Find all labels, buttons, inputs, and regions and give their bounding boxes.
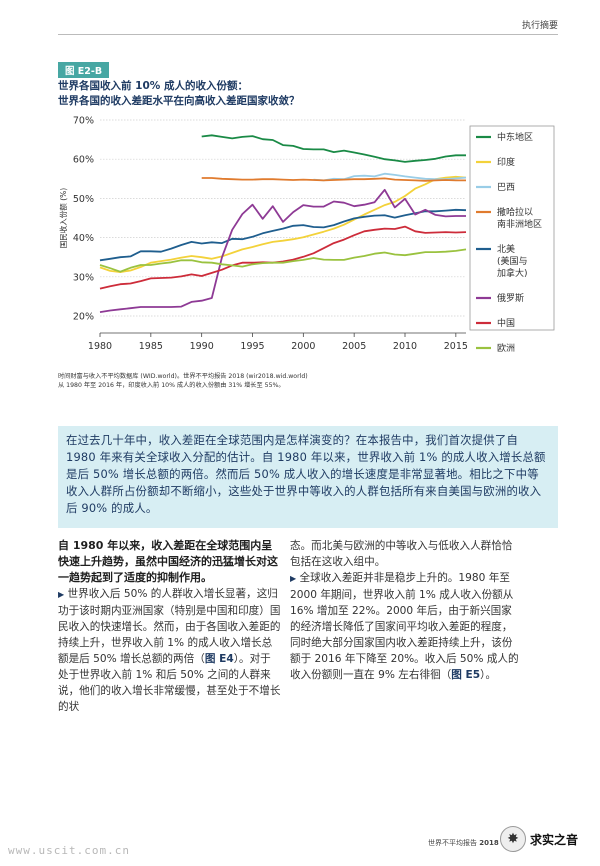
header-rule — [58, 34, 558, 35]
figure-title: 世界各国收入前 10% 成人的收入份额： 世界各国的收入差距水平在向高收入差距国… — [58, 79, 300, 109]
bullet-icon: ▶ — [58, 590, 65, 599]
x-tick-label: 1985 — [139, 341, 163, 352]
x-tick-label: 1990 — [190, 341, 214, 352]
legend-label: 中国 — [497, 317, 515, 329]
source-notes: 时间财富与收入不平均数据库 (WID.world)。世界不平均报告 2018 (… — [58, 372, 308, 390]
legend-label: 欧洲 — [497, 342, 515, 354]
source-line-2: 从 1980 年至 2016 年，印度收入前 10% 成人的收入份额由 31% … — [58, 382, 285, 389]
x-tick-label: 2000 — [291, 341, 315, 352]
body-right-column: 态。而北美与欧洲的中等收入与低收入人群恰恰包括在这收入组中。 ▶ 全球收入差距并… — [290, 538, 520, 683]
highlight-text: 在过去几十年中，收入差距在全球范围内是怎样演变的？在本报告中，我们首次提供了自 … — [66, 433, 546, 515]
y-tick-label: 30% — [73, 272, 94, 283]
footer-label: 世界不平均报告 — [428, 839, 477, 847]
series-line-7 — [99, 248, 467, 273]
legend-label: 撒哈拉以 — [497, 206, 533, 218]
wechat-account-name: 求实之音 — [530, 832, 579, 847]
left-para-end: ）。对于处于世界收入前 1% 和后 50% 之间的人群来说，他们的收入增长非常缓… — [58, 653, 281, 713]
footer-report: 世界不平均报告 2018 — [428, 838, 499, 848]
income-share-line-chart: 20% 30% 40% 50% 60% 70% 1980 1985 1990 1995 2000 20… — [58, 116, 555, 354]
series-line-1 — [99, 175, 467, 274]
right-paragraph: ▶ 全球收入差距并非是稳步上升的。1980 年至 2000 年期间，世界收入前 … — [290, 570, 520, 683]
legend-label: 中东地区 — [497, 131, 533, 143]
figure-ref-e4[interactable]: 图 E4 — [204, 653, 234, 665]
right-continuation: 态。而北美与欧洲的中等收入与低收入人群恰恰包括在这收入组中。 — [290, 540, 513, 568]
source-line-1: 时间财富与收入不平均数据库 (WID.world)。世界不平均报告 2018 (… — [58, 373, 308, 380]
left-lead: 自 1980 年以来，收入差距在全球范围内呈快速上升趋势，虽然中国经济的迅猛增长… — [58, 539, 278, 584]
y-tick-label: 60% — [73, 155, 94, 166]
x-tick-label: 1995 — [240, 341, 264, 352]
wechat-icon: ✸ — [500, 826, 526, 852]
x-tick-label: 2015 — [444, 341, 468, 352]
figure-title-line1: 世界各国收入前 10% 成人的收入份额： — [58, 80, 248, 92]
right-para-text: 全球收入差距并非是稳步上升的。1980 年至 2000 年期间，世界收入前 1%… — [290, 572, 519, 681]
x-tick-label: 1980 — [88, 341, 112, 352]
x-tick-label: 2010 — [393, 341, 417, 352]
legend-label: (美国与 — [497, 255, 528, 267]
figure-ref-e5[interactable]: 图 E5 — [451, 669, 481, 681]
left-paragraph: ▶ 世界收入后 50% 的人群收入增长显著，这归功于该时期内亚洲国家（特别是中国… — [58, 586, 281, 715]
legend-label: 加拿大) — [497, 267, 528, 279]
series-line-4 — [99, 208, 467, 262]
y-tick-label: 50% — [73, 194, 94, 205]
y-tick-label: 20% — [73, 312, 94, 323]
y-tick-label: 40% — [73, 233, 94, 244]
series-line-6 — [99, 225, 467, 290]
legend-label: 北美 — [497, 243, 515, 255]
legend-label: 南非洲地区 — [497, 218, 542, 230]
watermark: www.uscit.com.cn — [8, 844, 130, 857]
y-axis-label: 国民收入份额 (%) — [58, 188, 68, 248]
legend-box — [469, 125, 555, 331]
section-header: 执行摘要 — [521, 21, 558, 31]
legend-label: 巴西 — [497, 182, 515, 193]
x-tick-label: 2005 — [342, 341, 366, 352]
right-para-end: ）。 — [480, 669, 497, 681]
series-line-3 — [201, 177, 466, 182]
footer-page: 2018 — [479, 839, 499, 847]
legend-label: 俄罗斯 — [497, 292, 524, 304]
body-left-column: 自 1980 年以来，收入差距在全球范围内呈快速上升趋势，虽然中国经济的迅猛增长… — [58, 538, 281, 715]
highlight-box: 在过去几十年中，收入差距在全球范围内是怎样演变的？在本报告中，我们首次提供了自 … — [58, 426, 558, 528]
wechat-badge: ✸ 求实之音 — [500, 826, 578, 852]
left-para-text: 世界收入后 50% 的人群收入增长显著，这归功于该时期内亚洲国家（特别是中国和印… — [58, 588, 281, 665]
legend-label: 印度 — [497, 156, 515, 168]
figure-label: 图 E2-B — [58, 62, 110, 78]
y-tick-label: 70% — [73, 116, 94, 127]
bullet-icon: ▶ — [290, 574, 297, 583]
figure-title-line2: 世界各国的收入差距水平在向高收入差距国家收敛？ — [58, 95, 300, 107]
series-line-5 — [99, 188, 466, 313]
series-line-0 — [201, 134, 466, 163]
